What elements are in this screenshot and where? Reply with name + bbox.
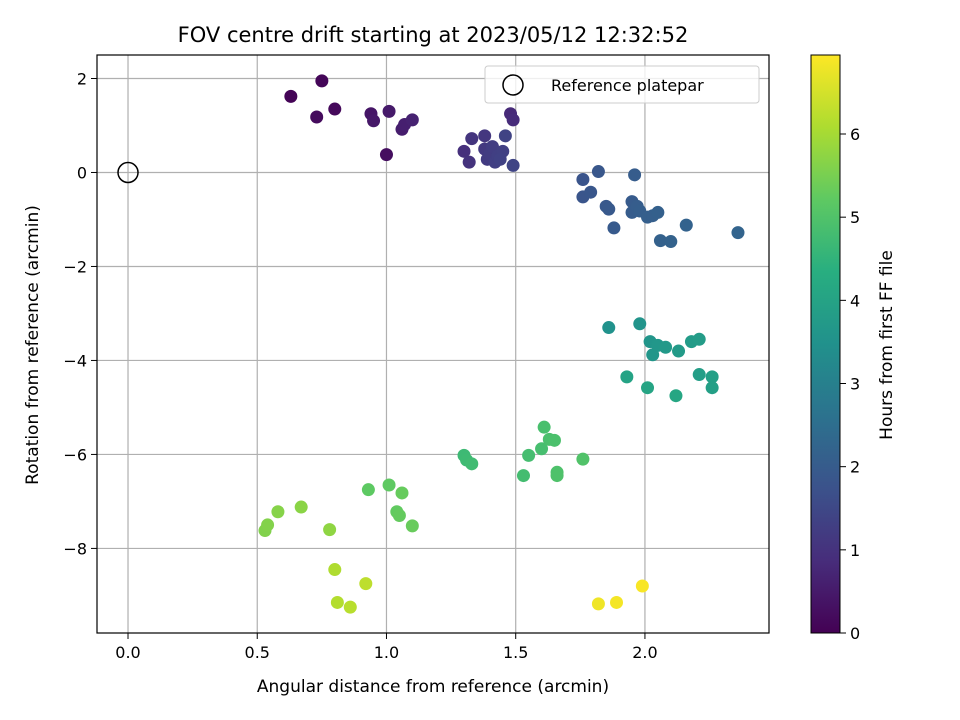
data-point <box>465 457 479 471</box>
data-point <box>506 158 520 172</box>
y-tick-label: −2 <box>63 257 87 276</box>
data-point <box>462 155 476 169</box>
data-point <box>382 104 396 118</box>
data-point <box>522 448 536 462</box>
reference-marker <box>117 161 139 184</box>
data-point <box>628 168 642 182</box>
data-point <box>669 389 683 403</box>
data-point <box>457 144 471 158</box>
plot-frame <box>96 54 770 634</box>
x-axis-ticks: 0.0 0.5 1.0 1.5 2.0 <box>115 633 658 662</box>
x-axis-label: Angular distance from reference (arcmin) <box>257 677 609 697</box>
colorbar-ticks: 0 1 2 3 4 5 6 <box>840 125 860 643</box>
data-point <box>328 563 342 577</box>
colorbar-tick-label: 5 <box>850 208 860 227</box>
data-point <box>550 469 564 483</box>
data-point <box>591 597 605 611</box>
data-point <box>659 340 673 354</box>
chart-title: FOV centre drift starting at 2023/05/12 … <box>178 23 689 47</box>
data-point <box>328 102 342 116</box>
data-point <box>641 381 655 395</box>
data-point <box>537 420 551 434</box>
data-point <box>602 321 616 335</box>
data-point <box>610 595 624 609</box>
data-point <box>576 173 590 187</box>
colorbar-tick-label: 4 <box>850 291 860 310</box>
y-tick-label: −4 <box>63 351 87 370</box>
y-axis-label: Rotation from reference (arcmin) <box>23 205 43 485</box>
data-point <box>653 234 667 248</box>
data-point <box>284 89 298 103</box>
x-tick-label: 1.5 <box>503 643 528 662</box>
y-tick-label: −8 <box>63 539 87 558</box>
data-point <box>271 505 285 519</box>
data-point <box>330 595 344 609</box>
y-tick-label: −6 <box>63 445 87 464</box>
colorbar-tick-label: 2 <box>850 458 860 477</box>
colorbar-tick-label: 1 <box>850 541 860 560</box>
data-point <box>692 332 706 346</box>
y-axis-ticks: 2 0 −2 −4 −6 −8 <box>63 69 97 558</box>
data-point <box>392 509 406 523</box>
data-point <box>343 600 357 614</box>
data-point <box>664 235 678 249</box>
legend: Reference platepar <box>484 65 760 104</box>
data-point <box>405 113 419 127</box>
data-point <box>294 500 308 514</box>
data-point <box>310 110 324 124</box>
colorbar-tick-label: 3 <box>850 375 860 394</box>
data-point <box>692 368 706 382</box>
data-point <box>359 577 373 591</box>
data-point <box>576 452 590 466</box>
data-point <box>506 113 520 127</box>
colorbar: 0 1 2 3 4 5 6 Hours from first FF file <box>810 54 897 643</box>
x-tick-label: 0.5 <box>245 643 270 662</box>
data-point <box>705 370 719 384</box>
colorbar-tick-label: 6 <box>850 125 860 144</box>
colorbar-tick-label: 0 <box>850 624 860 643</box>
data-point <box>465 132 479 146</box>
data-point <box>705 381 719 395</box>
data-point <box>323 523 337 537</box>
data-point <box>498 129 512 143</box>
data-point <box>635 579 649 593</box>
data-point <box>602 202 616 216</box>
data-point <box>493 152 507 166</box>
data-point <box>651 205 665 219</box>
legend-box <box>484 65 760 104</box>
data-point <box>547 433 561 447</box>
data-point <box>584 185 598 199</box>
data-point <box>535 442 549 456</box>
data-point <box>679 218 693 232</box>
y-tick-label: 2 <box>77 69 87 88</box>
data-point <box>516 469 530 483</box>
data-points <box>258 74 745 614</box>
x-tick-label: 1.0 <box>374 643 399 662</box>
x-tick-label: 0.0 <box>115 643 140 662</box>
data-point <box>591 165 605 179</box>
data-point <box>731 226 745 240</box>
data-point <box>633 317 647 331</box>
colorbar-label: Hours from first FF file <box>877 250 897 440</box>
data-point <box>478 129 492 143</box>
data-point <box>379 148 393 162</box>
y-tick-label: 0 <box>77 163 87 182</box>
data-point <box>620 370 634 384</box>
reference-point <box>117 161 139 184</box>
data-point <box>672 344 686 358</box>
data-point <box>607 221 621 235</box>
legend-label-reference: Reference platepar <box>551 76 704 95</box>
data-point <box>395 486 409 500</box>
data-point <box>261 518 275 532</box>
data-point <box>405 519 419 533</box>
data-point <box>361 483 375 497</box>
legend-marker-reference <box>502 74 524 96</box>
data-point <box>367 114 381 128</box>
data-point <box>315 74 329 88</box>
colorbar-gradient <box>810 54 841 634</box>
x-tick-label: 2.0 <box>632 643 657 662</box>
data-point <box>382 478 396 492</box>
